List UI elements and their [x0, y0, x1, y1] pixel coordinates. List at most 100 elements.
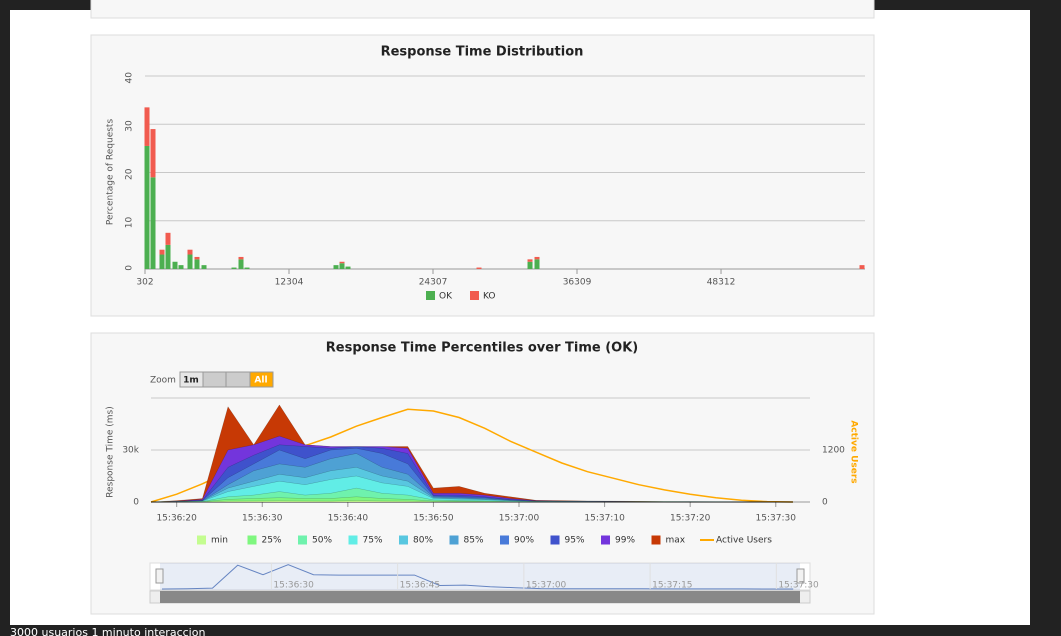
- bar: [238, 256, 244, 260]
- area: [150, 496, 793, 503]
- bar: [244, 267, 250, 269]
- legend-label: 95%: [565, 536, 585, 546]
- bar: [165, 244, 171, 269]
- legend-label: 99%: [615, 536, 635, 546]
- legend-swatch: [651, 535, 661, 545]
- y-axis-label: Response Time (ms): [106, 406, 116, 497]
- navigator-handle[interactable]: [155, 568, 164, 584]
- y-tick-label: 30k: [122, 446, 139, 456]
- y-tick-label: 10: [125, 216, 135, 228]
- bar: [859, 265, 865, 269]
- x-tick-label: 15:36:40: [328, 514, 369, 524]
- x-tick-label: 48312: [707, 278, 736, 288]
- x-tick-label: 15:37:10: [584, 514, 625, 524]
- legend-swatch: [550, 535, 560, 545]
- bar: [194, 256, 200, 260]
- bar: [194, 259, 200, 269]
- legend-label: min: [211, 536, 228, 546]
- navigator-tick-label: 15:36:30: [273, 581, 314, 591]
- bar: [527, 259, 533, 262]
- bar: [201, 265, 207, 269]
- area: [150, 500, 793, 503]
- x-tick-label: 24307: [419, 278, 448, 288]
- x-tick-label: 15:36:50: [413, 514, 454, 524]
- chart-title: Response Time Distribution: [381, 45, 584, 60]
- x-tick-label: 302: [136, 278, 153, 288]
- navigator-window: [160, 563, 800, 590]
- y-tick-label: 30: [125, 120, 135, 132]
- legend-swatch: [298, 535, 307, 545]
- legend-swatch: [348, 535, 358, 545]
- bar: [339, 263, 345, 269]
- y2-tick-label: 1200: [822, 446, 845, 456]
- panel: [90, 34, 875, 317]
- navigator-line: [161, 564, 794, 590]
- y-tick-label: 0: [125, 265, 135, 271]
- legend-label: 25%: [262, 536, 282, 546]
- legend-label: max: [666, 536, 686, 546]
- y-axis-label: Percentage of Requests: [106, 119, 116, 226]
- y-tick-label: 0: [133, 498, 139, 508]
- bar: [534, 256, 540, 260]
- navigator-tick-label: 15:36:45: [400, 581, 440, 591]
- zoom-button[interactable]: [202, 371, 227, 388]
- navigator-handle[interactable]: [796, 568, 805, 584]
- x-tick-label: 15:37:30: [756, 514, 797, 524]
- zoom-button[interactable]: [249, 371, 274, 388]
- bar: [159, 254, 165, 269]
- bar: [144, 145, 150, 269]
- legend-label: 50%: [312, 536, 332, 546]
- zoom-label: Zoom: [150, 376, 176, 386]
- caption: 3000 usuarios 1 minuto interaccion: [10, 626, 205, 636]
- previous-panel: [90, 0, 875, 19]
- legend-swatch: [197, 535, 206, 545]
- bar: [476, 267, 482, 269]
- bar: [165, 232, 171, 245]
- zoom-button[interactable]: [225, 371, 251, 388]
- legend-swatch: [470, 291, 479, 300]
- bar: [345, 266, 351, 269]
- scrollbar-thumb[interactable]: [160, 591, 800, 603]
- y-tick-label: 20: [125, 168, 135, 180]
- legend-label: 90%: [514, 536, 534, 546]
- bar: [187, 249, 193, 255]
- legend-label: KO: [483, 292, 496, 302]
- legend-label: 85%: [464, 536, 484, 546]
- bar: [150, 129, 156, 178]
- bar: [159, 249, 165, 255]
- navigator: [149, 562, 811, 591]
- legend-label: Active Users: [716, 536, 772, 546]
- zoom-button-label: All: [254, 376, 267, 386]
- x-tick-label: 36309: [563, 278, 592, 288]
- legend-swatch: [247, 535, 257, 545]
- bar: [527, 261, 533, 269]
- y-tick-label: 40: [125, 72, 135, 84]
- x-tick-label: 15:36:20: [156, 514, 197, 524]
- bar: [178, 265, 184, 269]
- bar: [150, 177, 156, 269]
- legend-swatch: [500, 535, 509, 545]
- x-tick-label: 15:37:20: [670, 514, 711, 524]
- bar: [333, 265, 339, 269]
- zoom-button-label: 1m: [183, 376, 199, 386]
- legend-swatch: [601, 535, 610, 545]
- legend-label: 75%: [363, 536, 383, 546]
- y2-axis-label: Active Users: [849, 420, 859, 483]
- bar: [238, 259, 244, 269]
- navigator-tick-label: 15:37:00: [526, 581, 567, 591]
- legend-swatch: [426, 291, 435, 300]
- bar: [172, 261, 178, 269]
- x-tick-label: 12304: [275, 278, 304, 288]
- bar: [231, 267, 237, 269]
- navigator-tick-label: 15:37:30: [778, 581, 819, 591]
- bar: [187, 254, 193, 269]
- legend-swatch: [449, 535, 459, 545]
- bar: [534, 259, 540, 269]
- legend-swatch: [399, 535, 408, 545]
- bar: [144, 107, 150, 146]
- x-tick-label: 15:36:30: [242, 514, 283, 524]
- y2-tick-label: 0: [822, 498, 828, 508]
- x-tick-label: 15:37:00: [499, 514, 540, 524]
